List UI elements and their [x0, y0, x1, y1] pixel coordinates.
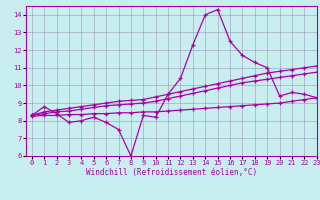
X-axis label: Windchill (Refroidissement éolien,°C): Windchill (Refroidissement éolien,°C) — [86, 168, 257, 177]
